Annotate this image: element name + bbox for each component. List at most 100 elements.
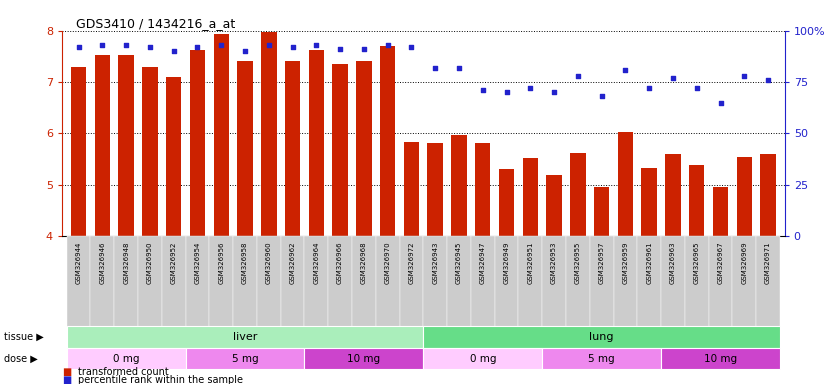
Bar (638, 236, 661, 346)
Text: GSM326954: GSM326954 (194, 242, 201, 284)
Text: GDS3410 / 1434216_a_at: GDS3410 / 1434216_a_at (76, 17, 235, 30)
Text: 0 mg: 0 mg (113, 354, 140, 364)
Bar (186, 236, 209, 346)
Bar (352, 236, 376, 346)
Bar (760, 154, 776, 236)
Text: GSM326947: GSM326947 (480, 242, 486, 284)
Bar (71, 67, 87, 236)
Bar (162, 236, 186, 346)
Text: GSM326960: GSM326960 (266, 242, 272, 284)
Bar (495, 236, 519, 346)
Point (714, 99, 727, 106)
Text: GSM326943: GSM326943 (432, 242, 439, 284)
Bar (91, 236, 114, 346)
Text: GSM326958: GSM326958 (242, 242, 248, 284)
Point (72, 44, 85, 50)
Bar (523, 158, 538, 236)
Text: GSM326956: GSM326956 (218, 242, 224, 284)
Text: GSM326945: GSM326945 (456, 242, 462, 284)
Point (143, 44, 156, 50)
Point (262, 42, 275, 48)
Text: ■: ■ (62, 375, 71, 384)
Bar (95, 55, 110, 236)
Text: GSM326961: GSM326961 (646, 242, 653, 284)
Text: GSM326964: GSM326964 (313, 242, 320, 284)
Bar (257, 236, 281, 346)
Point (524, 85, 537, 91)
Point (453, 65, 466, 71)
Point (762, 77, 775, 83)
Bar (376, 236, 400, 346)
Bar (118, 55, 134, 236)
Bar (356, 61, 372, 236)
Point (548, 89, 561, 95)
Text: GSM326962: GSM326962 (290, 242, 296, 284)
Point (167, 48, 180, 55)
Point (595, 93, 608, 99)
Text: 5 mg: 5 mg (588, 354, 615, 364)
Bar (590, 236, 614, 346)
Text: lung: lung (590, 332, 614, 342)
Text: liver: liver (233, 332, 257, 342)
Text: GSM326950: GSM326950 (147, 242, 153, 284)
Bar (733, 236, 756, 346)
Bar (67, 236, 91, 346)
Bar (404, 142, 419, 236)
Bar (261, 32, 277, 236)
Text: GSM326949: GSM326949 (504, 242, 510, 284)
Bar (471, 236, 495, 346)
Point (429, 65, 442, 71)
Text: GSM326971: GSM326971 (765, 242, 771, 284)
Text: GSM326972: GSM326972 (408, 242, 415, 284)
Text: GSM326968: GSM326968 (361, 242, 367, 284)
Point (358, 46, 371, 52)
Bar (689, 165, 705, 236)
Bar (138, 236, 162, 346)
Text: GSM326967: GSM326967 (718, 242, 724, 284)
Point (120, 42, 133, 48)
Point (738, 73, 751, 79)
Bar (713, 187, 729, 236)
Bar (661, 236, 685, 346)
Text: GSM326966: GSM326966 (337, 242, 343, 284)
Bar (614, 236, 638, 346)
Point (381, 42, 394, 48)
Point (500, 89, 513, 95)
Text: GSM326953: GSM326953 (551, 242, 557, 284)
Bar (114, 236, 138, 346)
Point (572, 73, 585, 79)
Text: GSM326948: GSM326948 (123, 242, 129, 284)
Bar (499, 169, 515, 236)
Bar (451, 135, 467, 236)
Bar (542, 236, 566, 346)
Text: percentile rank within the sample: percentile rank within the sample (78, 375, 244, 384)
Point (667, 75, 680, 81)
Point (239, 48, 252, 55)
Bar (475, 143, 491, 236)
Bar (400, 236, 423, 346)
Text: GSM326944: GSM326944 (76, 242, 82, 284)
Point (286, 44, 299, 50)
Text: transformed count: transformed count (78, 367, 169, 377)
Bar (709, 236, 733, 346)
Point (619, 67, 632, 73)
Bar (428, 143, 443, 236)
Text: GSM326946: GSM326946 (99, 242, 106, 284)
Bar (756, 236, 780, 346)
Bar (447, 236, 471, 346)
Text: 10 mg: 10 mg (347, 354, 381, 364)
Point (476, 87, 489, 93)
Text: GSM326957: GSM326957 (599, 242, 605, 284)
Text: GSM326951: GSM326951 (527, 242, 534, 284)
Text: GSM326970: GSM326970 (385, 242, 391, 284)
Bar (594, 187, 610, 236)
Text: GSM326952: GSM326952 (171, 242, 177, 284)
Text: dose ▶: dose ▶ (4, 354, 38, 364)
Bar (328, 236, 352, 346)
Bar (665, 154, 681, 236)
Bar (142, 67, 158, 236)
Bar (285, 61, 301, 236)
Text: GSM326959: GSM326959 (623, 242, 629, 284)
Bar (570, 153, 586, 236)
Bar (546, 174, 562, 236)
